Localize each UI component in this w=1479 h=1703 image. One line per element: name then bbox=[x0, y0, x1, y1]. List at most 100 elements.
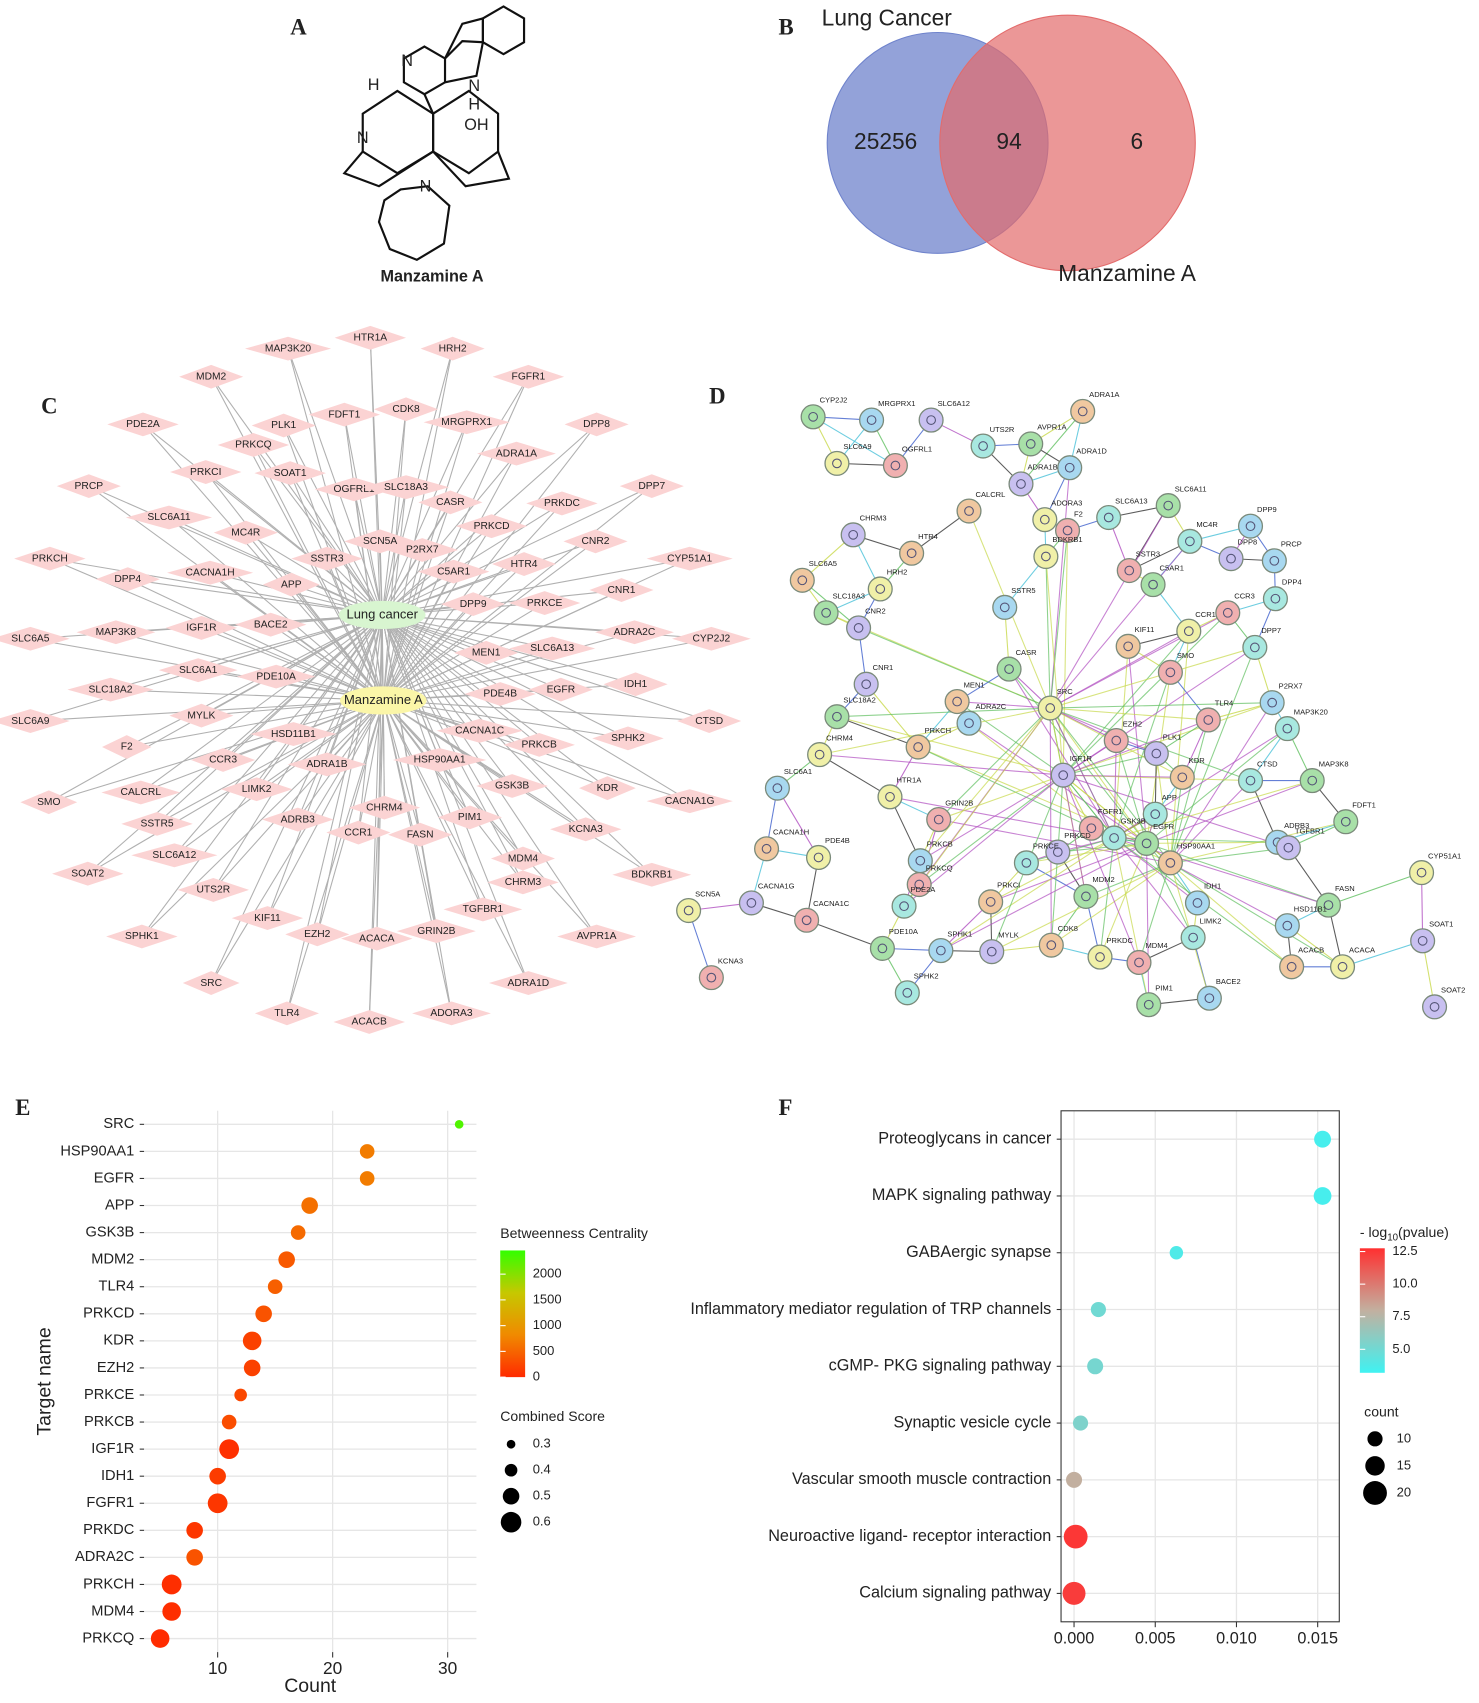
edge bbox=[1099, 843, 1148, 958]
protein-node bbox=[1142, 801, 1168, 827]
protein-structure bbox=[866, 415, 877, 425]
target-node bbox=[262, 572, 320, 597]
protein-structure bbox=[1052, 847, 1063, 857]
protein-label: APP bbox=[1162, 793, 1177, 802]
target-label: HTR1A bbox=[353, 333, 387, 344]
y-tick-label: PRKDC bbox=[83, 1522, 134, 1538]
protein-label: PRCP bbox=[1281, 540, 1302, 549]
legend-title: Betweenness Centrality bbox=[500, 1225, 648, 1241]
target-label: ADRA1B bbox=[306, 759, 347, 770]
target-label: SOAT2 bbox=[71, 868, 104, 879]
legend-title: - log10(pvalue) bbox=[1360, 1224, 1449, 1243]
protein-label: HSD11B1 bbox=[1294, 904, 1327, 913]
protein-label: PRKCB bbox=[927, 839, 953, 848]
target-node bbox=[67, 677, 154, 702]
y-tick-label: SRC bbox=[103, 1116, 134, 1132]
protein-structure bbox=[814, 749, 825, 760]
x-tick-label: 20 bbox=[323, 1658, 342, 1678]
target-node bbox=[595, 620, 674, 645]
edge bbox=[1050, 702, 1273, 709]
target-node bbox=[619, 474, 684, 499]
dot bbox=[278, 1251, 295, 1268]
edge bbox=[1063, 774, 1289, 849]
protein-structure bbox=[902, 987, 913, 998]
colorbar-label: 1500 bbox=[533, 1291, 562, 1306]
edge bbox=[289, 472, 383, 616]
edge bbox=[382, 409, 407, 701]
dot bbox=[1063, 1524, 1088, 1549]
target-label: GRIN2B bbox=[417, 926, 455, 937]
target-node bbox=[528, 677, 593, 702]
target-label: CNR1 bbox=[608, 585, 636, 596]
protein-structure bbox=[1058, 770, 1069, 781]
edge bbox=[1049, 708, 1052, 946]
dot bbox=[1169, 1246, 1184, 1260]
bond bbox=[444, 42, 484, 84]
protein-label: SLC6A5 bbox=[809, 559, 837, 568]
protein-structure bbox=[1123, 641, 1134, 652]
atom-label: OH bbox=[464, 116, 488, 134]
protein-node bbox=[1315, 892, 1342, 918]
protein-label: TLR4 bbox=[1215, 699, 1234, 708]
bond bbox=[432, 150, 511, 188]
target-label: IDH1 bbox=[624, 679, 648, 690]
size-label: 0.4 bbox=[533, 1462, 551, 1477]
target-node bbox=[443, 897, 523, 922]
edge bbox=[1169, 647, 1256, 864]
x-axis-title: Count bbox=[284, 1675, 337, 1697]
target-node bbox=[262, 807, 334, 832]
edge bbox=[110, 689, 384, 702]
protein-structure bbox=[797, 575, 808, 586]
protein-label: PDE2A bbox=[911, 885, 937, 894]
protein-node bbox=[846, 615, 872, 641]
protein-node bbox=[956, 710, 982, 736]
target-label: SRC bbox=[200, 978, 222, 989]
panel-letter: C bbox=[41, 393, 57, 418]
venn-set bbox=[939, 14, 1196, 272]
y-tick-label: ADRA2C bbox=[75, 1549, 134, 1565]
protein-node bbox=[1155, 493, 1181, 519]
dot bbox=[1087, 1358, 1104, 1375]
protein-node bbox=[944, 688, 970, 715]
dot bbox=[243, 1359, 261, 1377]
edge bbox=[940, 842, 1147, 952]
target-node bbox=[158, 658, 238, 683]
target-label: CNR2 bbox=[582, 536, 610, 547]
y-tick-label: PRKCD bbox=[83, 1306, 134, 1322]
edge bbox=[245, 532, 383, 616]
target-label: TLR4 bbox=[274, 1008, 299, 1019]
edge bbox=[1146, 843, 1194, 938]
protein-node bbox=[1078, 815, 1104, 841]
size-key bbox=[1363, 1481, 1387, 1505]
protein-node bbox=[905, 734, 931, 760]
edge bbox=[381, 485, 653, 616]
target-label: UTS2R bbox=[197, 885, 231, 896]
target-label: KCNA3 bbox=[569, 824, 604, 835]
protein-label: FDFT1 bbox=[1352, 800, 1376, 809]
y-tick-label: HSP90AA1 bbox=[60, 1143, 134, 1159]
y-tick-label: IGF1R bbox=[91, 1441, 134, 1457]
edge bbox=[1113, 740, 1117, 838]
protein-structure bbox=[1245, 775, 1256, 786]
protein-label: PDE10A bbox=[889, 927, 919, 936]
dot bbox=[221, 1414, 237, 1430]
protein-node bbox=[1333, 809, 1359, 835]
x-tick-label: 0.005 bbox=[1135, 1629, 1176, 1647]
protein-node bbox=[1218, 546, 1244, 572]
protein-node bbox=[1180, 925, 1206, 951]
target-node bbox=[0, 709, 70, 733]
panel-letter: D bbox=[709, 384, 725, 409]
target-label: CHRM3 bbox=[505, 877, 542, 888]
edge bbox=[1045, 556, 1064, 776]
bond bbox=[481, 5, 526, 56]
edge bbox=[381, 453, 517, 616]
dot bbox=[1314, 1130, 1331, 1148]
protein-node bbox=[1157, 850, 1183, 876]
edge bbox=[1099, 837, 1115, 958]
protein-structure bbox=[772, 783, 783, 794]
protein-node bbox=[754, 836, 780, 862]
edge bbox=[156, 699, 384, 825]
colorbar-label: 1000 bbox=[533, 1317, 562, 1332]
edge bbox=[382, 700, 385, 808]
y-tick-label: cGMP- PKG signaling pathway bbox=[829, 1357, 1053, 1375]
